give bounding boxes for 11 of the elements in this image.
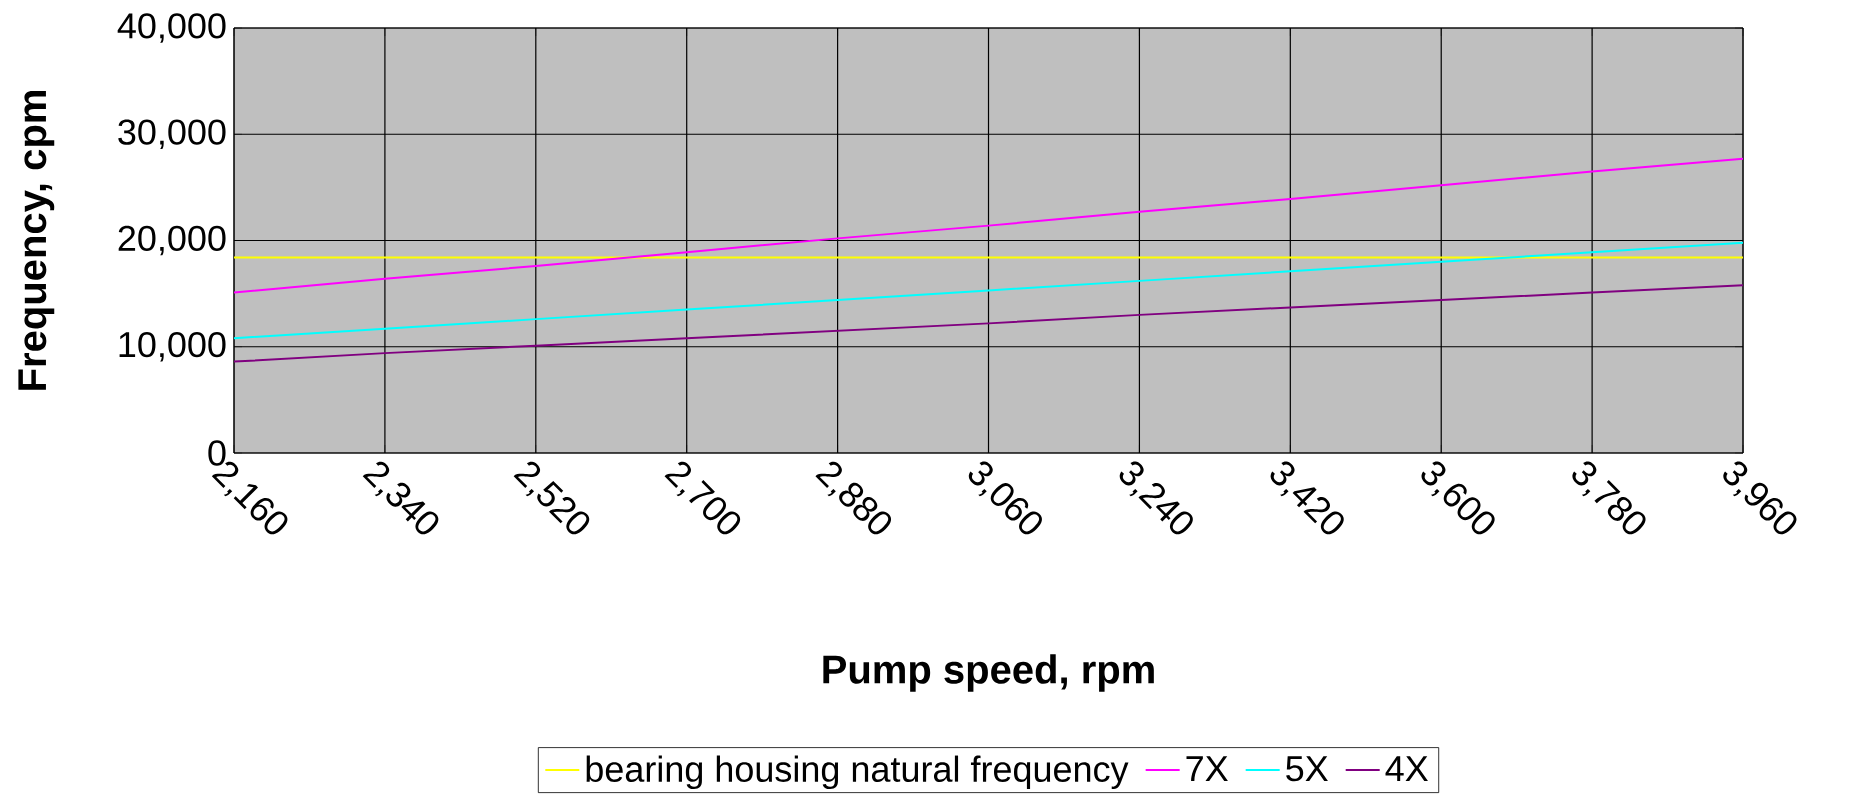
y-tick-label: 10,000	[119, 331, 226, 362]
line-series	[234, 157, 1744, 294]
legend-label: bearing housing natural frequency	[586, 755, 1129, 790]
y-tick-label: 20,000	[118, 225, 226, 256]
y-tick-label: 40,000	[117, 13, 226, 43]
legend-label: 4X	[1385, 756, 1428, 781]
legend-label: 5X	[1286, 756, 1328, 782]
x-axis-title: Pump speed, rpm	[823, 654, 1154, 692]
y-axis-title: Frequency, cpm	[18, 91, 55, 390]
y-tick-label: 30,000	[118, 119, 226, 150]
legend-label: 7X	[1186, 756, 1228, 781]
